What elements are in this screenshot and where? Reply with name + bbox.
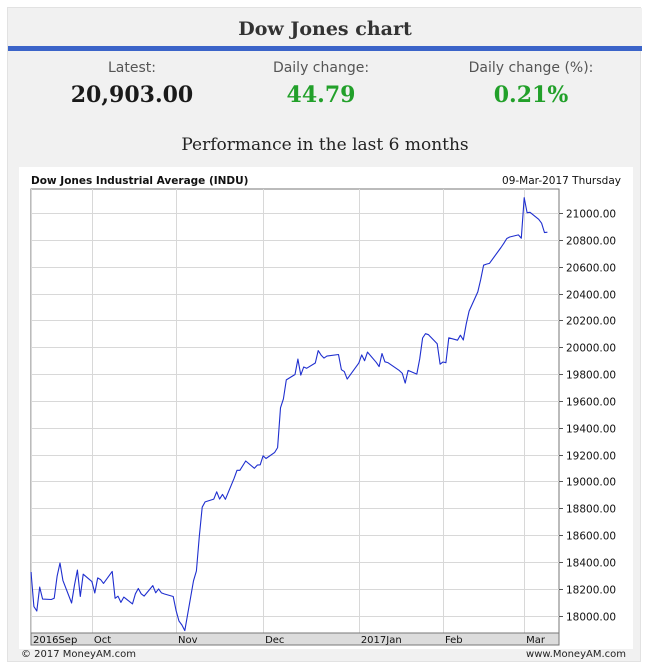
- x-tick-label: 2016Sep: [33, 635, 77, 646]
- chart-svg: Dow Jones Industrial Average (INDU) 09-Ma…: [30, 175, 621, 646]
- y-tick-label: 20600.00: [566, 263, 616, 275]
- y-tick-label: 19800.00: [566, 370, 616, 382]
- chart-title: Dow Jones Industrial Average (INDU): [31, 175, 248, 187]
- x-tick-label: Nov: [178, 635, 198, 646]
- y-tick-label: 20200.00: [566, 316, 616, 328]
- x-axis-band: [30, 632, 560, 646]
- y-tick-label: 19000.00: [566, 477, 616, 489]
- x-tick-label: Dec: [265, 635, 284, 646]
- y-tick-label: 18600.00: [566, 531, 616, 543]
- stat-daily-change-pct: Daily change (%): 0.21%: [431, 60, 631, 108]
- daily-change-value: 44.79: [286, 82, 356, 108]
- performance-title: Performance in the last 6 months: [181, 135, 469, 155]
- y-tick-label: 21000.00: [566, 209, 616, 221]
- title-underline: [8, 46, 642, 51]
- y-tick-label: 19400.00: [566, 424, 616, 436]
- footer-copyright: © 2017 MoneyAM.com: [21, 649, 136, 660]
- chart-widget: Dow Jones chart Latest: 20,903.00 Daily …: [7, 7, 642, 662]
- x-tick-label: 2017Jan: [361, 635, 402, 646]
- y-tick-label: 18000.00: [566, 612, 616, 624]
- plot-border: [30, 188, 560, 634]
- latest-value: 20,903.00: [70, 82, 194, 108]
- y-tick-label: 19200.00: [566, 451, 616, 463]
- x-tick-label: Mar: [526, 635, 546, 646]
- x-tick-label: Oct: [94, 635, 111, 646]
- y-tick-label: 18200.00: [566, 585, 616, 597]
- chart-area: Dow Jones Industrial Average (INDU) 09-Ma…: [19, 167, 633, 649]
- y-tick-label: 18800.00: [566, 504, 616, 516]
- y-tick-label: 18400.00: [566, 558, 616, 570]
- daily-change-pct-label: Daily change (%):: [468, 60, 594, 76]
- footer-link[interactable]: www.MoneyAM.com: [526, 649, 626, 660]
- y-tick-label: 19600.00: [566, 397, 616, 409]
- widget-title: Dow Jones chart: [8, 8, 642, 46]
- x-tick-label: Feb: [445, 635, 463, 646]
- stat-latest: Latest: 20,903.00: [32, 60, 232, 108]
- chart-date: 09-Mar-2017 Thursday: [502, 175, 621, 187]
- y-tick-label: 20000.00: [566, 343, 616, 355]
- y-tick-label: 20800.00: [566, 236, 616, 248]
- daily-change-label: Daily change:: [272, 60, 370, 76]
- y-tick-label: 20400.00: [566, 290, 616, 302]
- daily-change-pct-value: 0.21%: [493, 82, 569, 108]
- stat-daily-change: Daily change: 44.79: [221, 60, 421, 108]
- series-line: [30, 197, 548, 632]
- latest-label: Latest:: [108, 60, 156, 76]
